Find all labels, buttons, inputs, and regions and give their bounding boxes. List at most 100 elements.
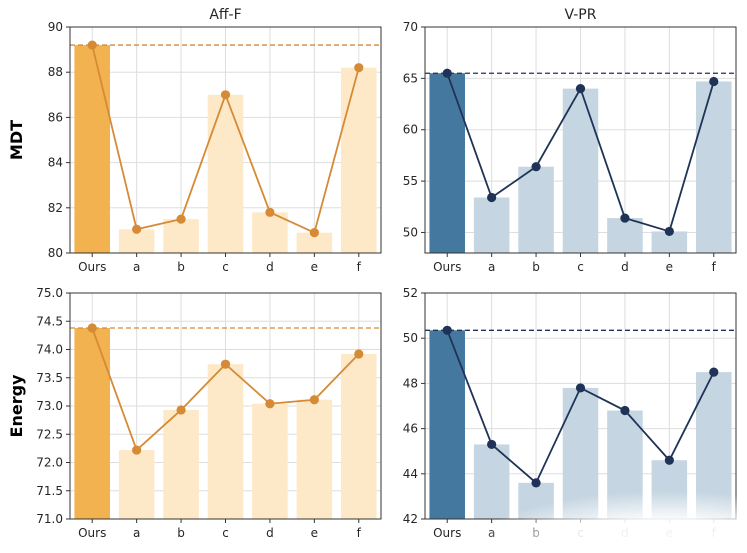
- y-tick-label: 73.5: [36, 371, 63, 385]
- y-axis-label: Energy: [7, 374, 26, 438]
- series-marker-f: [354, 63, 364, 73]
- x-tick-label: b: [177, 526, 185, 540]
- series-marker-Ours: [442, 68, 452, 78]
- bar-e: [296, 399, 333, 519]
- x-tick-label: a: [133, 260, 140, 274]
- bar-f: [696, 81, 732, 253]
- series-marker-f: [709, 367, 719, 377]
- bar-d: [252, 403, 288, 519]
- bar-c: [207, 364, 244, 519]
- chart-title: V-PR: [565, 7, 597, 23]
- plot-area: [70, 323, 381, 519]
- y-tick-label: 70: [403, 20, 418, 34]
- chart-panel-1: 50 55 60 65 70 Ours a b c d e f V-PR: [403, 7, 737, 274]
- x-tick-label: c: [222, 260, 229, 274]
- y-tick-label: 80: [48, 246, 63, 260]
- x-tick-label: e: [311, 260, 318, 274]
- bar-b: [163, 219, 199, 253]
- x-tick-label: e: [311, 526, 318, 540]
- bar-e: [651, 231, 688, 253]
- x-tick-label: c: [577, 260, 584, 274]
- chart-panel-0: 80 82 84 86 88 90 Ours a b c d e f Aff-F MDT: [7, 7, 382, 274]
- y-tick-label: 75.0: [36, 286, 63, 300]
- bar-a: [473, 197, 510, 253]
- y-tick-label: 82: [48, 201, 63, 215]
- x-tick-label: a: [488, 260, 495, 274]
- y-tick-label: 86: [48, 110, 63, 124]
- y-tick-label: 52: [403, 286, 418, 300]
- series-marker-d: [620, 405, 630, 416]
- x-tick-label: d: [266, 526, 274, 540]
- x-tick-label: Ours: [78, 260, 106, 274]
- bar-Ours: [74, 45, 110, 253]
- x-tick-label: f: [712, 260, 717, 274]
- series-marker-e: [309, 395, 319, 405]
- bar-Ours: [429, 73, 465, 253]
- series-marker-b: [176, 214, 186, 224]
- y-tick-label: 50: [403, 225, 418, 239]
- y-tick-label: 74.5: [36, 314, 63, 328]
- fade-overlay: [380, 440, 747, 553]
- bar-d: [607, 218, 643, 253]
- x-tick-label: e: [666, 260, 673, 274]
- y-tick-label: 60: [403, 123, 418, 137]
- y-tick-label: 88: [48, 65, 63, 79]
- series-marker-c: [575, 84, 586, 94]
- y-tick-label: 84: [48, 156, 63, 170]
- chart-panel-2: 71.0 71.5 72.0 72.5 73.0 73.5 74.0 74.5 75.0 Ours…: [7, 286, 382, 540]
- bar-c: [562, 88, 599, 253]
- series-marker-f: [354, 349, 364, 359]
- y-axis-label: MDT: [7, 120, 26, 160]
- bar-e: [296, 232, 333, 253]
- series-marker-d: [620, 213, 630, 223]
- y-tick-label: 72.5: [36, 427, 63, 441]
- series-marker-d: [265, 207, 275, 217]
- y-tick-label: 71.0: [36, 512, 63, 526]
- bar-f: [341, 354, 377, 519]
- y-tick-label: 48: [403, 376, 418, 390]
- bar-Ours: [74, 328, 110, 519]
- series-marker-a: [132, 445, 142, 455]
- series-marker-b: [531, 162, 541, 172]
- bar-a: [118, 450, 155, 519]
- series-marker-d: [265, 399, 275, 409]
- series-marker-e: [664, 226, 674, 237]
- bar-d: [252, 212, 288, 253]
- series-marker-a: [487, 192, 497, 203]
- series-marker-Ours: [87, 40, 97, 50]
- x-tick-label: c: [222, 526, 229, 540]
- y-tick-label: 55: [403, 174, 418, 188]
- plot-area: [425, 68, 736, 253]
- series-marker-Ours: [442, 325, 452, 335]
- plot-area: [70, 40, 381, 253]
- x-tick-label: d: [621, 260, 629, 274]
- series-marker-Ours: [87, 323, 97, 333]
- series-marker-f: [709, 76, 719, 87]
- bar-a: [118, 229, 155, 253]
- y-tick-label: 65: [403, 71, 418, 85]
- y-tick-label: 46: [403, 422, 418, 436]
- y-tick-label: 72.0: [36, 456, 63, 470]
- series-marker-c: [575, 383, 586, 393]
- x-tick-label: d: [266, 260, 274, 274]
- series-marker-c: [220, 90, 231, 100]
- series-marker-b: [176, 405, 186, 415]
- series-marker-e: [309, 228, 319, 238]
- bar-f: [341, 67, 377, 253]
- y-tick-label: 71.5: [36, 484, 63, 498]
- x-tick-label: Ours: [78, 526, 106, 540]
- x-tick-label: b: [532, 260, 540, 274]
- series-marker-a: [132, 224, 142, 234]
- series-marker-c: [220, 359, 231, 369]
- bar-c: [207, 94, 244, 253]
- bar-b: [518, 166, 554, 253]
- y-tick-label: 74.0: [36, 343, 63, 357]
- x-tick-label: f: [357, 526, 362, 540]
- y-tick-label: 50: [403, 331, 418, 345]
- x-tick-label: a: [133, 526, 140, 540]
- y-tick-label: 90: [48, 20, 63, 34]
- chart-title: Aff-F: [209, 7, 241, 23]
- bar-b: [163, 409, 199, 519]
- x-tick-label: f: [357, 260, 362, 274]
